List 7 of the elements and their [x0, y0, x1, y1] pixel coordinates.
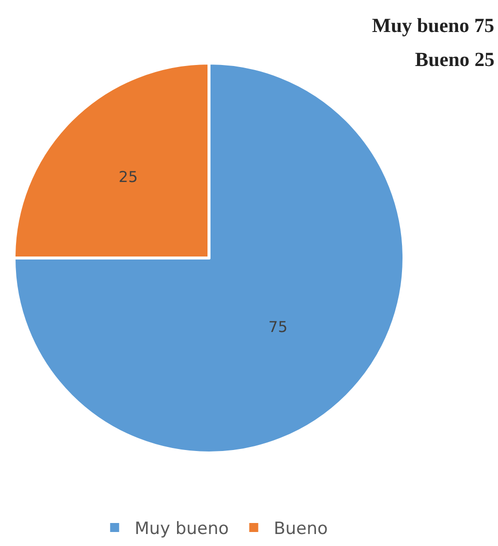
- data-label: 75: [268, 318, 288, 336]
- text: Muy bueno 75: [372, 15, 494, 37]
- data-label: 25: [118, 168, 138, 186]
- legend-label: Muy bueno: [134, 519, 229, 540]
- pie-slice: [12, 62, 406, 454]
- text: Bueno 25: [415, 49, 494, 71]
- legend-label: Bueno: [274, 519, 328, 540]
